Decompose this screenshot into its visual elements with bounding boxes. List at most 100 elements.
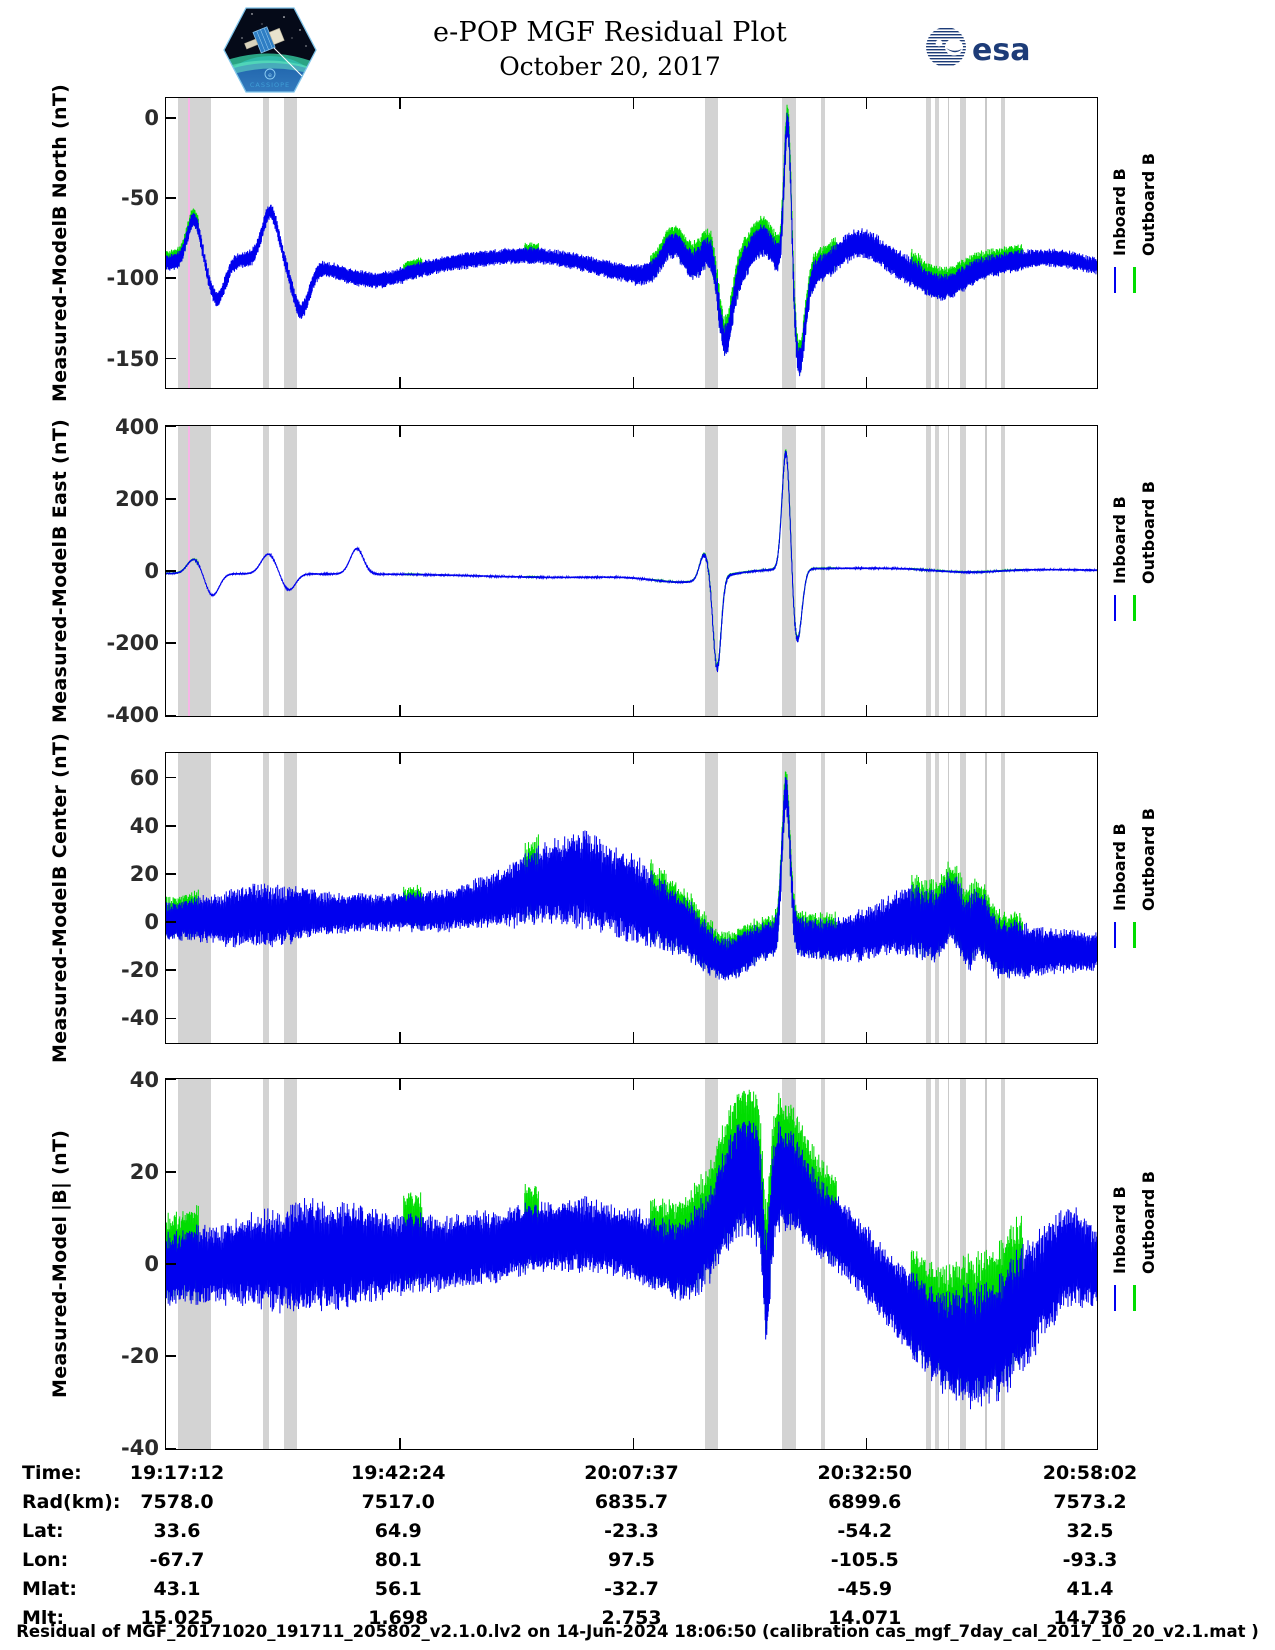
- ephemeris-row-label: Mlat:: [22, 1578, 77, 1600]
- ephemeris-value: -23.3: [604, 1520, 659, 1542]
- ephemeris-value: 32.5: [1066, 1520, 1114, 1542]
- y-tick-mark: [165, 498, 176, 500]
- y-axis-ticks-b-center: 60 40 20 0 -20 -40: [97, 752, 176, 1044]
- shaded-band: [820, 426, 825, 716]
- shaded-band: [781, 426, 796, 716]
- x-tick: [865, 1032, 868, 1043]
- x-tick: [632, 426, 635, 437]
- y-axis-label-line1: Measured-Model: [49, 880, 71, 1063]
- x-tick: [865, 753, 868, 764]
- panel-b-magnitude: 40 20 0 -20 -40 Measured-Model |B| (nT) Inboard…: [49, 1068, 1158, 1461]
- y-tick-mark: [165, 1171, 176, 1173]
- legend-b-east: Inboard B Outboard B: [1110, 425, 1170, 717]
- ephemeris-value: 7578.0: [140, 1491, 214, 1513]
- y-tick-mark: [165, 425, 176, 428]
- data-traces-b-center: [166, 771, 1097, 981]
- y-tick-label: 400: [115, 414, 159, 439]
- ephemeris-row-label: Time:: [22, 1462, 82, 1484]
- shaded-band: [820, 753, 825, 1043]
- ephemeris-row-label: Lon:: [22, 1549, 69, 1571]
- cassiope-hexagon-patch-icon: e CASSIOPE: [222, 4, 318, 96]
- legend-label-outboard: Outboard B: [1139, 1171, 1158, 1275]
- ephemeris-value: 97.5: [608, 1549, 655, 1571]
- esa-wordmark: esa: [972, 33, 1030, 68]
- legend-label-inboard: Inboard B: [1110, 168, 1129, 257]
- x-tick: [865, 705, 868, 716]
- shaded-band: [934, 98, 939, 388]
- y-tick-label: -50: [121, 186, 159, 211]
- y-axis-label-line1: Measured-Model: [49, 1215, 71, 1398]
- trace-inboard-b: [166, 450, 1097, 673]
- y-axis-label-line2: B Center (nT): [49, 733, 71, 881]
- ephemeris-row: Mlat: 43.1 56.1 -32.7 -45.9 41.4: [0, 1578, 1275, 1607]
- ephemeris-row: Lon: -67.7 80.1 97.5 -105.5 -93.3: [0, 1549, 1275, 1578]
- y-axis-label-line1: Measured-Model: [49, 540, 71, 723]
- shaded-band: [926, 98, 932, 388]
- x-tick: [399, 705, 401, 716]
- shaded-band: [926, 1079, 932, 1449]
- page-title: e-POP MGF Residual Plot: [433, 17, 787, 48]
- shaded-band: [1001, 98, 1005, 388]
- y-tick-label: 20: [129, 861, 159, 886]
- shaded-band: [959, 426, 967, 716]
- y-tick-mark: [165, 642, 176, 644]
- x-tick: [632, 1079, 635, 1090]
- ephemeris-value: 2.753: [601, 1607, 662, 1629]
- y-tick-mark: [165, 776, 176, 779]
- title-block: e-POP MGF Residual Plot October 20, 2017: [330, 16, 890, 83]
- footer-provenance-text: Residual of MGF_20171020_191711_205802_v…: [16, 1622, 1259, 1641]
- ephemeris-value: -45.9: [837, 1578, 893, 1600]
- page-header: e CASSIOPE e-POP MGF Residual Plot Octob…: [0, 0, 1275, 96]
- x-tick: [399, 1438, 401, 1449]
- ephemeris-value: 20:32:50: [817, 1462, 913, 1484]
- shaded-band: [985, 98, 987, 388]
- y-tick-mark: [165, 969, 176, 971]
- y-tick-label: 40: [129, 813, 159, 838]
- y-tick-mark: [165, 197, 176, 199]
- ephemeris-value: -54.2: [837, 1520, 893, 1542]
- legend-swatch-outboard: [1133, 595, 1136, 622]
- x-tick: [865, 426, 868, 437]
- shaded-band: [781, 98, 796, 388]
- shaded-band: [263, 98, 269, 388]
- y-axis-ticks-b-north: 0 -50 -100 -150: [97, 97, 176, 389]
- page-subtitle: October 20, 2017: [499, 52, 721, 81]
- shaded-band: [781, 753, 796, 1043]
- y-axis-label-line2: |B| (nT): [49, 1130, 71, 1212]
- y-tick-label: 200: [115, 486, 159, 511]
- ephemeris-row: Mlt: 15.025 1.698 2.753 14.071 14.736: [0, 1607, 1275, 1636]
- y-axis-label-line2: B East (nT): [49, 419, 71, 541]
- legend-swatch-outboard: [1133, 1285, 1136, 1312]
- legend-b-magnitude: Inboard B Outboard B: [1110, 1078, 1170, 1450]
- ephemeris-row: Time: 19:17:12 19:42:24 20:07:37 20:32:50 20:…: [0, 1462, 1275, 1491]
- ephemeris-value: -32.7: [604, 1578, 659, 1600]
- ephemeris-value: 56.1: [374, 1578, 422, 1600]
- y-tick-label: 0: [144, 1252, 159, 1276]
- x-tick: [632, 1032, 635, 1043]
- y-axis-title-b-east: Measured-Model B East (nT): [35, 419, 85, 722]
- y-tick-mark: [165, 1355, 176, 1357]
- plot-area-b-magnitude: [165, 1078, 1098, 1450]
- ephemeris-value: 41.4: [1066, 1578, 1114, 1600]
- legend-swatch-inboard: [1114, 922, 1117, 949]
- plot-area-b-center: [165, 752, 1098, 1044]
- shaded-band: [283, 426, 297, 716]
- legend-label-inboard: Inboard B: [1110, 823, 1129, 912]
- shaded-band: [263, 426, 269, 716]
- pink-event-marker: [188, 426, 190, 716]
- x-tick: [632, 1438, 635, 1449]
- y-tick-mark: [165, 873, 176, 875]
- svg-text:e: e: [268, 72, 272, 79]
- y-tick-label: 0: [144, 105, 159, 130]
- y-tick-label: 40: [129, 1067, 159, 1092]
- x-tick: [399, 1079, 401, 1090]
- y-tick-label: -40: [121, 1436, 159, 1461]
- x-tick: [399, 98, 401, 109]
- legend-swatch-inboard: [1114, 267, 1117, 294]
- y-axis-title-b-north: Measured-Model B North (nT): [35, 84, 85, 402]
- y-tick-label: 0: [144, 910, 159, 935]
- trace-inboard-b: [166, 777, 1097, 981]
- shaded-band: [934, 1079, 939, 1449]
- trace-inboard-b: [166, 1120, 1097, 1410]
- shaded-band: [820, 1079, 825, 1449]
